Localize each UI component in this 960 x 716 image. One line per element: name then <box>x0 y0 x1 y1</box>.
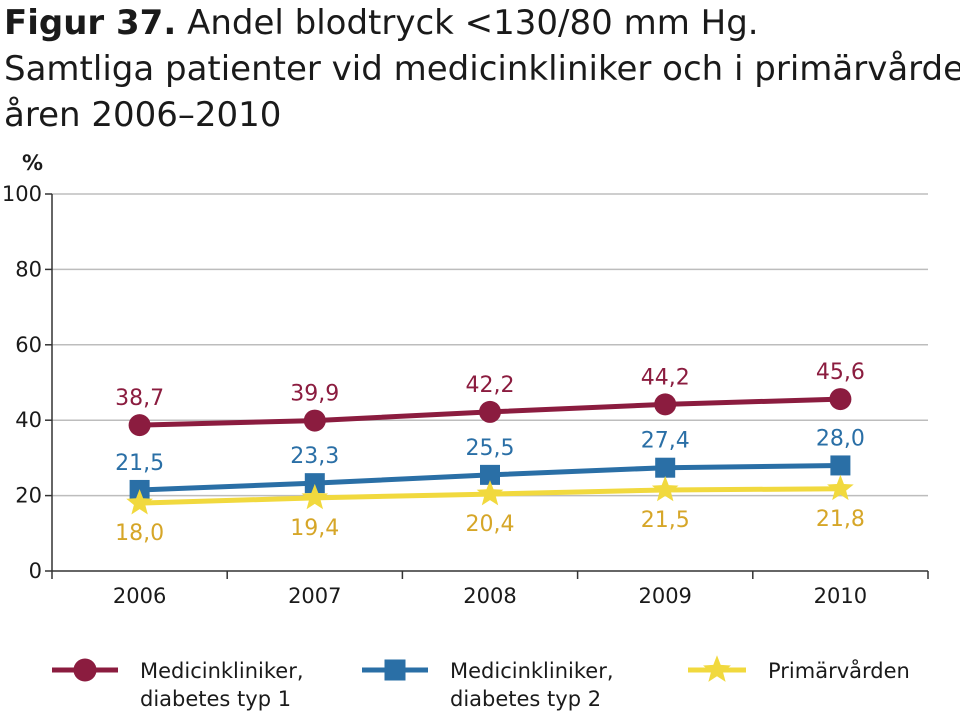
data-label: 19,4 <box>290 516 339 541</box>
data-label: 21,5 <box>115 451 164 476</box>
x-tick-label: 2006 <box>113 584 166 608</box>
legend-label-1-line-2: diabetes typ 1 <box>140 687 291 711</box>
legend-marker-2 <box>384 659 406 681</box>
data-label: 42,2 <box>466 373 515 398</box>
y-tick-label: 40 <box>15 408 42 432</box>
data-label: 38,7 <box>115 386 164 411</box>
x-tick-label: 2010 <box>814 584 867 608</box>
legend-marker-1 <box>73 658 97 682</box>
data-point <box>126 489 153 515</box>
x-tick-label: 2007 <box>288 584 341 608</box>
data-point <box>829 388 852 411</box>
legend-label-1: Medicinkliniker, <box>140 659 304 683</box>
data-point <box>128 414 151 437</box>
data-label: 39,9 <box>290 382 339 407</box>
data-point <box>304 473 325 494</box>
data-label: 28,0 <box>816 426 865 451</box>
y-axis-unit: % <box>22 151 43 175</box>
y-tick-label: 20 <box>15 484 42 508</box>
figure-subtitle-line-2: åren 2006–2010 <box>4 95 282 135</box>
x-tick-label: 2008 <box>463 584 516 608</box>
legend-label-3: Primärvården <box>768 658 910 683</box>
figure-number: Figur 37. <box>4 3 177 43</box>
data-point <box>655 457 676 478</box>
data-label: 20,4 <box>466 512 515 537</box>
data-point <box>476 480 504 506</box>
data-point <box>479 400 501 423</box>
y-tick-label: 100 <box>2 182 42 206</box>
data-point <box>830 455 851 476</box>
data-label: 23,3 <box>290 444 339 469</box>
data-point <box>480 464 500 485</box>
data-point <box>654 393 677 416</box>
figure-title-text: Andel blodtryck <130/80 mm Hg. <box>187 3 759 43</box>
y-tick-label: 0 <box>29 559 42 583</box>
data-label: 44,2 <box>641 365 690 390</box>
legend-marker-3 <box>703 655 731 682</box>
data-label: 21,8 <box>816 507 865 532</box>
y-tick-label: 80 <box>15 257 42 281</box>
legend-label-2-line-2: diabetes typ 2 <box>450 687 601 711</box>
data-label: 21,5 <box>641 508 690 533</box>
y-tick-label: 60 <box>15 333 42 357</box>
data-point <box>651 475 679 502</box>
data-label: 27,4 <box>641 429 690 454</box>
figure-title-block: Figur 37. Andel blodtryck <130/80 mm Hg.… <box>4 0 960 138</box>
figure-title: Figur 37. Andel blodtryck <130/80 mm Hg. <box>4 0 960 46</box>
legend-label-2: Medicinkliniker, <box>450 659 614 683</box>
data-point <box>301 483 329 510</box>
data-label: 25,5 <box>466 436 515 461</box>
figure-subtitle-line-1: Samtliga patienter vid medicinkliniker o… <box>4 49 960 89</box>
x-tick-label: 2009 <box>638 584 691 608</box>
data-point <box>303 409 326 432</box>
data-label: 18,0 <box>115 521 164 546</box>
data-point <box>827 474 854 501</box>
data-label: 45,6 <box>816 360 865 385</box>
